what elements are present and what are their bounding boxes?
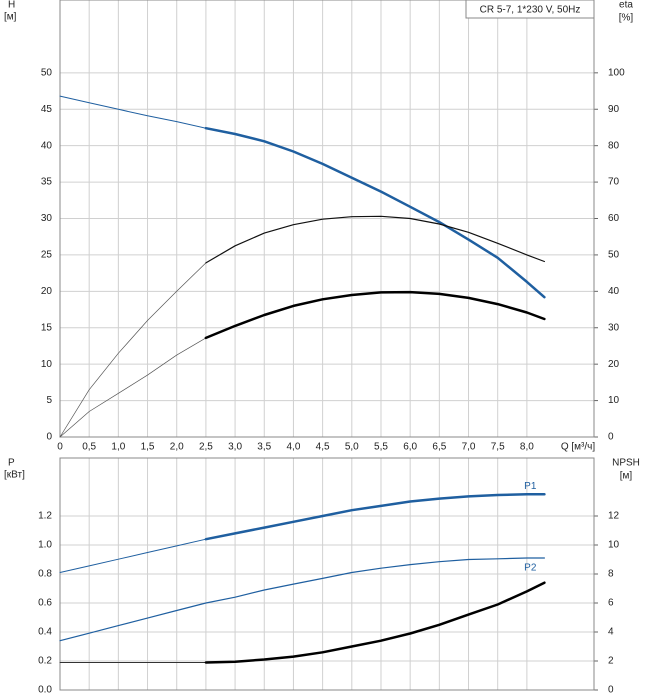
y2-tick-label: 10 bbox=[608, 540, 620, 551]
x-tick-label: 7,5 bbox=[491, 442, 505, 453]
y2-axis-label: eta bbox=[619, 0, 633, 11]
x-tick-label: 1,0 bbox=[111, 442, 125, 453]
y2-tick-label: 60 bbox=[608, 213, 620, 224]
y2-tick-label: 2 bbox=[608, 656, 614, 667]
y-tick-label: 1.0 bbox=[38, 540, 52, 551]
y-axis-unit: [м] bbox=[4, 12, 17, 23]
y2-tick-label: 20 bbox=[608, 359, 620, 370]
curve bbox=[205, 215, 545, 264]
plot-frame bbox=[59, 0, 595, 438]
y-tick-label: 25 bbox=[41, 250, 53, 261]
curve bbox=[59, 557, 545, 642]
x-axis-label: Q [м³/ч] bbox=[561, 442, 596, 453]
y2-tick-label: 0 bbox=[608, 432, 614, 443]
y-axis-label: P bbox=[8, 458, 15, 469]
curve bbox=[59, 95, 207, 129]
x-tick-label: 5,0 bbox=[345, 442, 359, 453]
y-tick-label: 30 bbox=[41, 213, 53, 224]
curve-label: P2 bbox=[524, 563, 537, 574]
y-tick-label: 1.2 bbox=[38, 511, 52, 522]
x-tick-label: 3,5 bbox=[257, 442, 271, 453]
curve bbox=[204, 290, 546, 340]
chart-title: CR 5-7, 1*230 V, 50Hz bbox=[480, 5, 581, 16]
x-tick-label: 6,5 bbox=[432, 442, 446, 453]
curve bbox=[204, 126, 546, 299]
y-axis-unit: [кВт] bbox=[4, 470, 25, 481]
y2-tick-label: 0 bbox=[608, 685, 614, 696]
plot-frame bbox=[59, 457, 595, 691]
y-tick-label: 15 bbox=[41, 322, 53, 333]
y2-tick-label: 50 bbox=[608, 250, 620, 261]
y2-tick-label: 8 bbox=[608, 569, 614, 580]
x-tick-label: 5,5 bbox=[374, 442, 388, 453]
y-tick-label: 0.8 bbox=[38, 569, 52, 580]
y2-axis-unit: [м] bbox=[620, 471, 633, 482]
y-tick-label: 0.2 bbox=[38, 656, 52, 667]
y2-tick-label: 30 bbox=[608, 322, 620, 333]
y-axis-label: H bbox=[8, 0, 15, 11]
y2-tick-label: 12 bbox=[608, 511, 620, 522]
y-tick-label: 5 bbox=[46, 395, 52, 406]
x-tick-label: 7,0 bbox=[462, 442, 476, 453]
y-tick-label: 0.4 bbox=[38, 627, 52, 638]
x-tick-label: 2,0 bbox=[170, 442, 184, 453]
x-tick-label: 1,5 bbox=[141, 442, 155, 453]
x-tick-label: 0 bbox=[57, 442, 63, 453]
x-tick-label: 6,0 bbox=[403, 442, 417, 453]
y2-tick-label: 4 bbox=[608, 627, 614, 638]
y2-tick-label: 100 bbox=[608, 67, 625, 78]
x-tick-label: 4,5 bbox=[316, 442, 330, 453]
title-box bbox=[465, 0, 595, 19]
curve bbox=[204, 493, 546, 541]
y-tick-label: 45 bbox=[41, 104, 53, 115]
curve bbox=[59, 262, 207, 438]
y2-axis-unit: [%] bbox=[619, 13, 634, 24]
x-tick-label: 0,5 bbox=[82, 442, 96, 453]
y2-tick-label: 80 bbox=[608, 140, 620, 151]
y2-tick-label: 90 bbox=[608, 104, 620, 115]
y2-tick-label: 10 bbox=[608, 395, 620, 406]
curve bbox=[59, 337, 207, 438]
x-tick-label: 4,0 bbox=[286, 442, 300, 453]
y2-tick-label: 70 bbox=[608, 177, 620, 188]
y-tick-label: 10 bbox=[41, 359, 53, 370]
y-tick-label: 40 bbox=[41, 140, 53, 151]
y-tick-label: 35 bbox=[41, 177, 53, 188]
y-tick-label: 0.6 bbox=[38, 598, 52, 609]
x-tick-label: 3,0 bbox=[228, 442, 242, 453]
y2-tick-label: 6 bbox=[608, 598, 614, 609]
y-tick-label: 50 bbox=[41, 67, 53, 78]
y2-tick-label: 40 bbox=[608, 286, 620, 297]
curve bbox=[204, 581, 546, 664]
y-tick-label: 0.0 bbox=[38, 685, 52, 696]
curve bbox=[59, 538, 207, 573]
curve-label: P1 bbox=[524, 481, 537, 492]
x-tick-label: 8,0 bbox=[520, 442, 534, 453]
y-tick-label: 20 bbox=[41, 286, 53, 297]
y2-axis-label: NPSH bbox=[612, 458, 640, 469]
y-tick-label: 0 bbox=[46, 432, 52, 443]
x-tick-label: 2,5 bbox=[199, 442, 213, 453]
